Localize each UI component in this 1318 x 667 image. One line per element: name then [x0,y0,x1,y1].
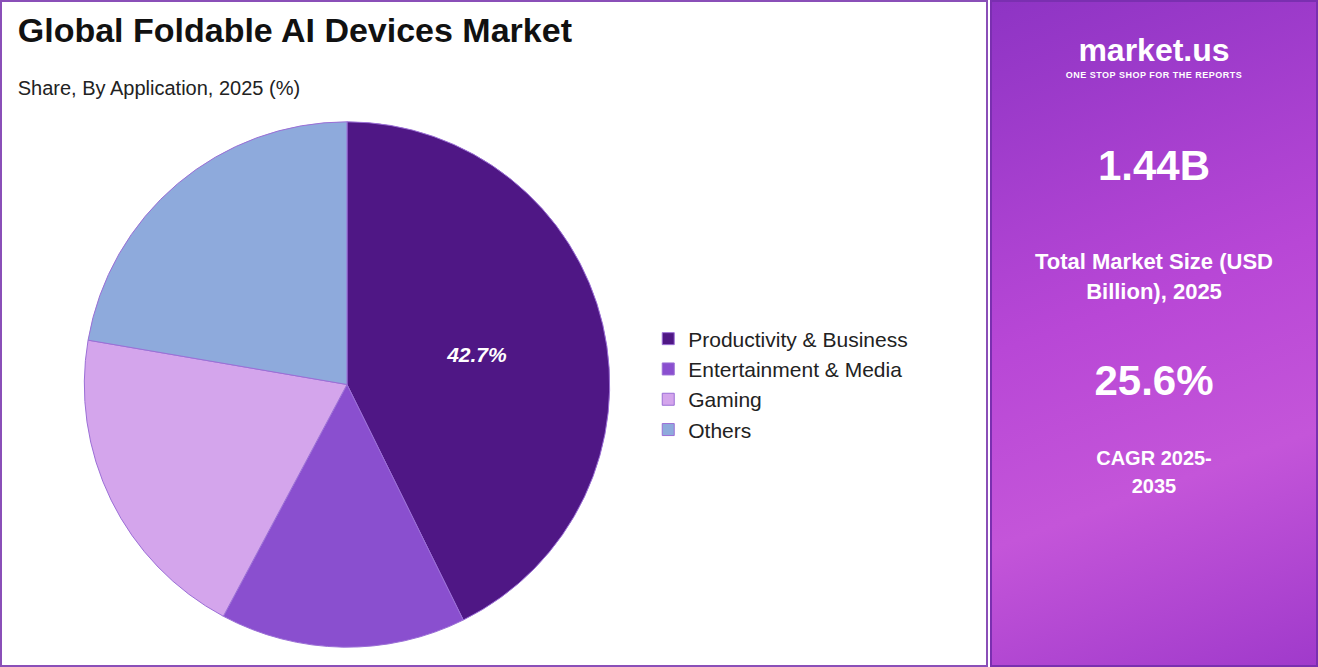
html-text:1.44B: 1.44B [1098,142,1210,189]
html-text:market.us: market.us [1078,32,1230,68]
svg-text:Gaming: Gaming [688,388,762,411]
svg-text:Global Foldable AI Devices Mar: Global Foldable AI Devices Market [18,11,572,49]
html-text:CAGR 2025-2035: CAGR 2025-2035 [1096,447,1212,497]
svg-text:Others: Others [688,419,751,442]
svg-text:42.7%: 42.7% [446,343,507,366]
html-text:25.6%: 25.6% [1094,357,1214,404]
html-text:ONE STOP SHOP FOR THE REPORTS: ONE STOP SHOP FOR THE REPORTS [1065,70,1243,80]
svg-text:Productivity & Business: Productivity & Business [688,328,907,351]
svg-text:Entertainment & Media: Entertainment & Media [688,358,902,381]
svg-text:Share, By Application, 2025 (%: Share, By Application, 2025 (%) [18,77,300,99]
html-text:Total Market Size (USD Billion: Total Market Size (USD Billion), 2025 [1035,249,1273,304]
